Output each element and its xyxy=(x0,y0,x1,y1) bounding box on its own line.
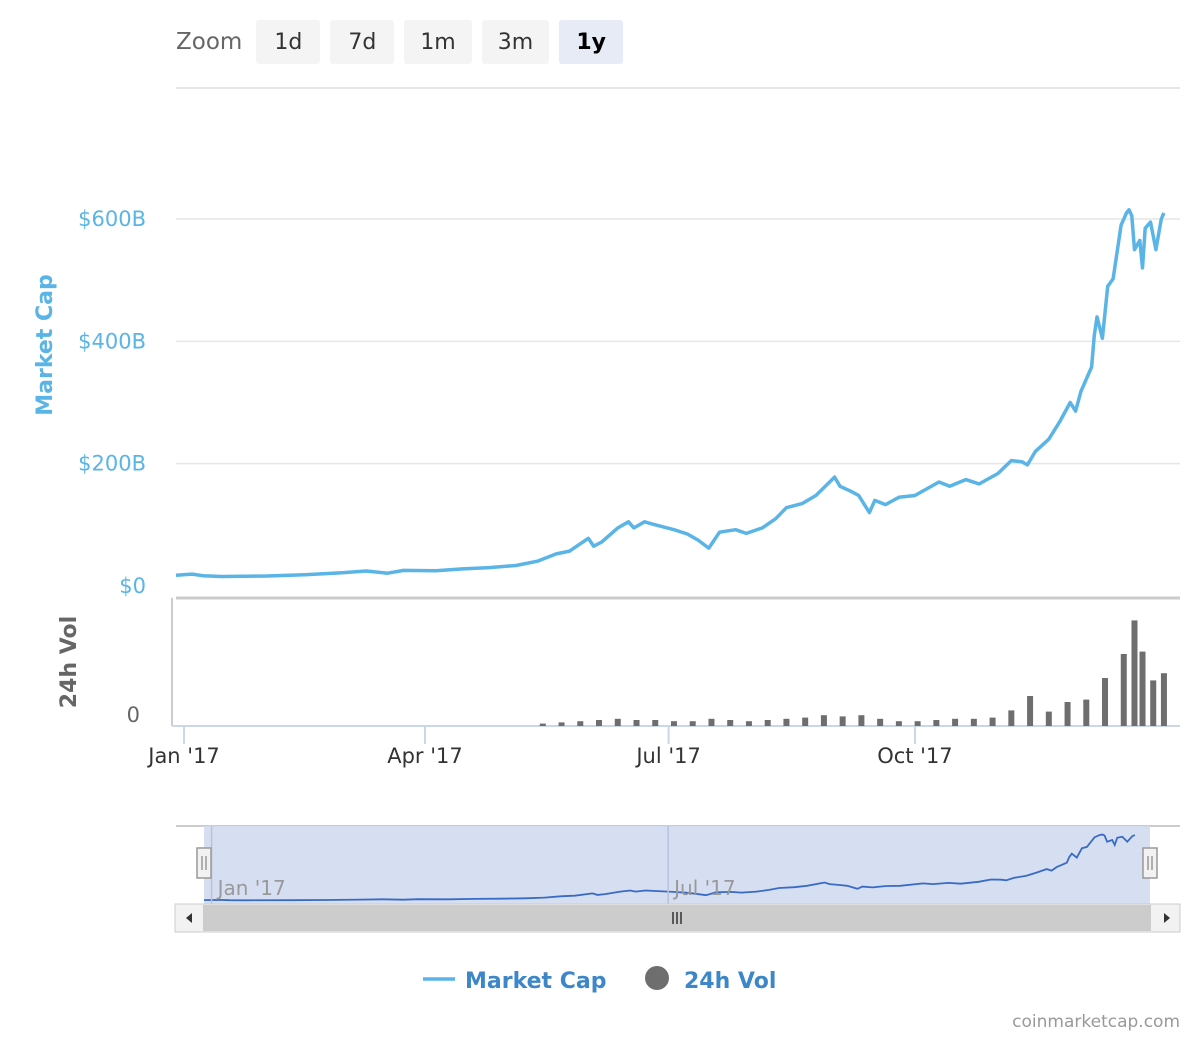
volume-bar xyxy=(614,718,621,726)
volume-bar xyxy=(1064,702,1071,726)
volume-bar xyxy=(558,722,565,726)
navigator[interactable]: Jan '17 Jul '17 xyxy=(174,825,1181,933)
y-axis-title: Market Cap xyxy=(33,274,58,415)
zoom-1d-button[interactable]: 1d xyxy=(256,20,321,64)
legend: Market Cap 24h Vol xyxy=(423,966,776,994)
volume-bar xyxy=(745,721,752,726)
volume-bar xyxy=(1150,680,1157,726)
volume-bar xyxy=(1008,710,1015,726)
zoom-3m-button[interactable]: 3m xyxy=(481,20,550,64)
navigator-line xyxy=(203,833,1136,902)
zoom-7d-button[interactable]: 7d xyxy=(330,20,395,64)
volume-bar xyxy=(1083,699,1090,726)
y-tick-label: $200B xyxy=(78,452,146,476)
volume-bar xyxy=(858,715,865,726)
grid-layer xyxy=(171,87,1180,727)
legend-item-market-cap[interactable]: Market Cap xyxy=(423,969,606,994)
caret-left-icon xyxy=(186,913,192,923)
navigator-tick-label: Jul '17 xyxy=(672,876,735,900)
volume-bar xyxy=(895,721,902,726)
scrollbar-right-button[interactable] xyxy=(1164,913,1170,923)
volume-bar xyxy=(708,718,715,726)
volume-bar xyxy=(820,715,827,726)
volume-plot xyxy=(539,620,1167,726)
navigator-left-handle[interactable] xyxy=(196,847,212,879)
volume-bar xyxy=(1131,620,1138,726)
navigator-selection-mask xyxy=(204,826,1150,904)
volume-bar xyxy=(539,723,546,726)
legend-item-volume[interactable]: 24h Vol xyxy=(645,966,776,994)
volume-bar xyxy=(652,720,659,726)
volume-bar xyxy=(839,716,846,726)
legend-label: 24h Vol xyxy=(684,969,776,994)
volume-bar xyxy=(877,718,884,726)
scrollbar-left-button[interactable] xyxy=(186,913,192,923)
volume-bar xyxy=(1045,711,1052,726)
volume-bar xyxy=(1160,673,1167,726)
credit-link[interactable]: coinmarketcap.com xyxy=(1012,1012,1180,1032)
volume-bar xyxy=(1102,678,1109,726)
volume-bar xyxy=(970,718,977,726)
main-plot xyxy=(175,208,1166,579)
volume-bar xyxy=(633,720,640,726)
volume-bar xyxy=(952,718,959,726)
volume-bar xyxy=(1120,654,1127,726)
y-tick-label: $600B xyxy=(78,207,146,231)
volume-bar xyxy=(577,721,584,726)
zoom-bar: Zoom 1d 7d 1m 3m 1y xyxy=(176,20,633,64)
legend-label: Market Cap xyxy=(465,969,606,994)
volume-bar xyxy=(1027,696,1034,726)
zoom-1m-button[interactable]: 1m xyxy=(404,20,472,64)
zoom-1y-button[interactable]: 1y xyxy=(559,20,624,64)
volume-tick-label: 0 xyxy=(127,703,140,727)
zoom-label: Zoom xyxy=(176,29,243,55)
volume-bar xyxy=(989,717,996,726)
volume-bar xyxy=(1139,651,1146,726)
volume-bar xyxy=(802,717,809,726)
volume-bar xyxy=(933,720,940,726)
market-cap-line xyxy=(175,208,1166,579)
volume-axis-title: 24h Vol xyxy=(57,616,82,708)
x-tick-label: Jan '17 xyxy=(146,744,220,768)
navigator-scrollbar[interactable] xyxy=(174,903,1181,933)
volume-bar xyxy=(764,720,771,726)
navigator-right-handle[interactable] xyxy=(1142,847,1158,879)
volume-bar xyxy=(689,721,696,726)
x-tick-label: Apr '17 xyxy=(387,744,463,768)
x-tick-label: Oct '17 xyxy=(877,744,952,768)
navigator-tick-label: Jan '17 xyxy=(216,876,286,900)
handle-body xyxy=(1142,847,1158,879)
y-tick-label: $400B xyxy=(78,329,146,353)
legend-circle-symbol xyxy=(645,966,669,990)
caret-right-icon xyxy=(1164,913,1170,923)
y-tick-label: $0 xyxy=(119,574,146,598)
volume-bar xyxy=(914,721,921,726)
volume-bar xyxy=(783,718,790,726)
x-tick-label: Jul '17 xyxy=(634,744,701,768)
volume-bar xyxy=(727,720,734,726)
volume-bar xyxy=(596,720,603,726)
volume-bar xyxy=(670,721,677,726)
handle-body xyxy=(196,847,212,879)
